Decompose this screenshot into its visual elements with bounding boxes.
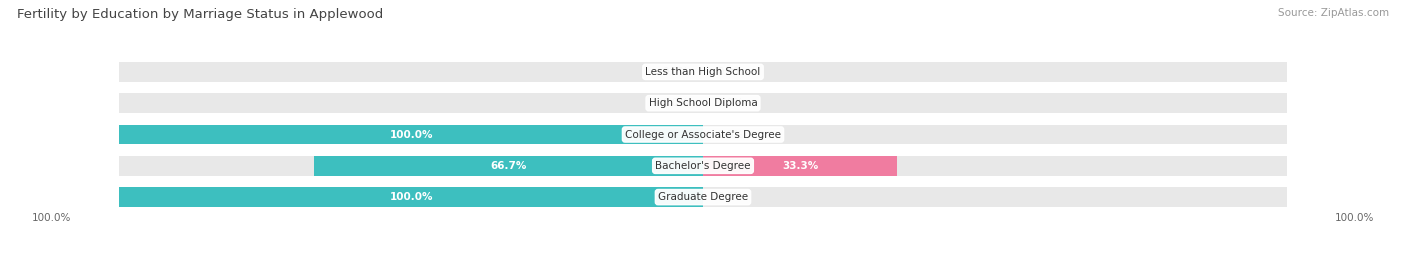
- Text: 100.0%: 100.0%: [389, 192, 433, 202]
- Bar: [120, 187, 1286, 207]
- Text: Fertility by Education by Marriage Status in Applewood: Fertility by Education by Marriage Statu…: [17, 8, 382, 21]
- Bar: [120, 125, 1286, 144]
- Text: 0.0%: 0.0%: [717, 67, 744, 77]
- Bar: [120, 125, 703, 144]
- Text: 0.0%: 0.0%: [662, 98, 689, 108]
- Text: 0.0%: 0.0%: [717, 129, 744, 140]
- Bar: [120, 187, 703, 207]
- Text: 100.0%: 100.0%: [1336, 213, 1375, 223]
- Bar: [120, 94, 1286, 113]
- Text: Graduate Degree: Graduate Degree: [658, 192, 748, 202]
- Text: 33.3%: 33.3%: [782, 161, 818, 171]
- Text: 0.0%: 0.0%: [717, 98, 744, 108]
- Bar: [703, 156, 897, 175]
- Text: 66.7%: 66.7%: [491, 161, 526, 171]
- Text: 100.0%: 100.0%: [31, 213, 70, 223]
- Bar: [314, 156, 703, 175]
- Text: Source: ZipAtlas.com: Source: ZipAtlas.com: [1278, 8, 1389, 18]
- Text: Bachelor's Degree: Bachelor's Degree: [655, 161, 751, 171]
- Text: 0.0%: 0.0%: [717, 192, 744, 202]
- Text: Less than High School: Less than High School: [645, 67, 761, 77]
- Text: College or Associate's Degree: College or Associate's Degree: [626, 129, 780, 140]
- Text: 100.0%: 100.0%: [389, 129, 433, 140]
- Text: High School Diploma: High School Diploma: [648, 98, 758, 108]
- Bar: [120, 62, 1286, 82]
- Text: 0.0%: 0.0%: [662, 67, 689, 77]
- Bar: [120, 156, 1286, 175]
